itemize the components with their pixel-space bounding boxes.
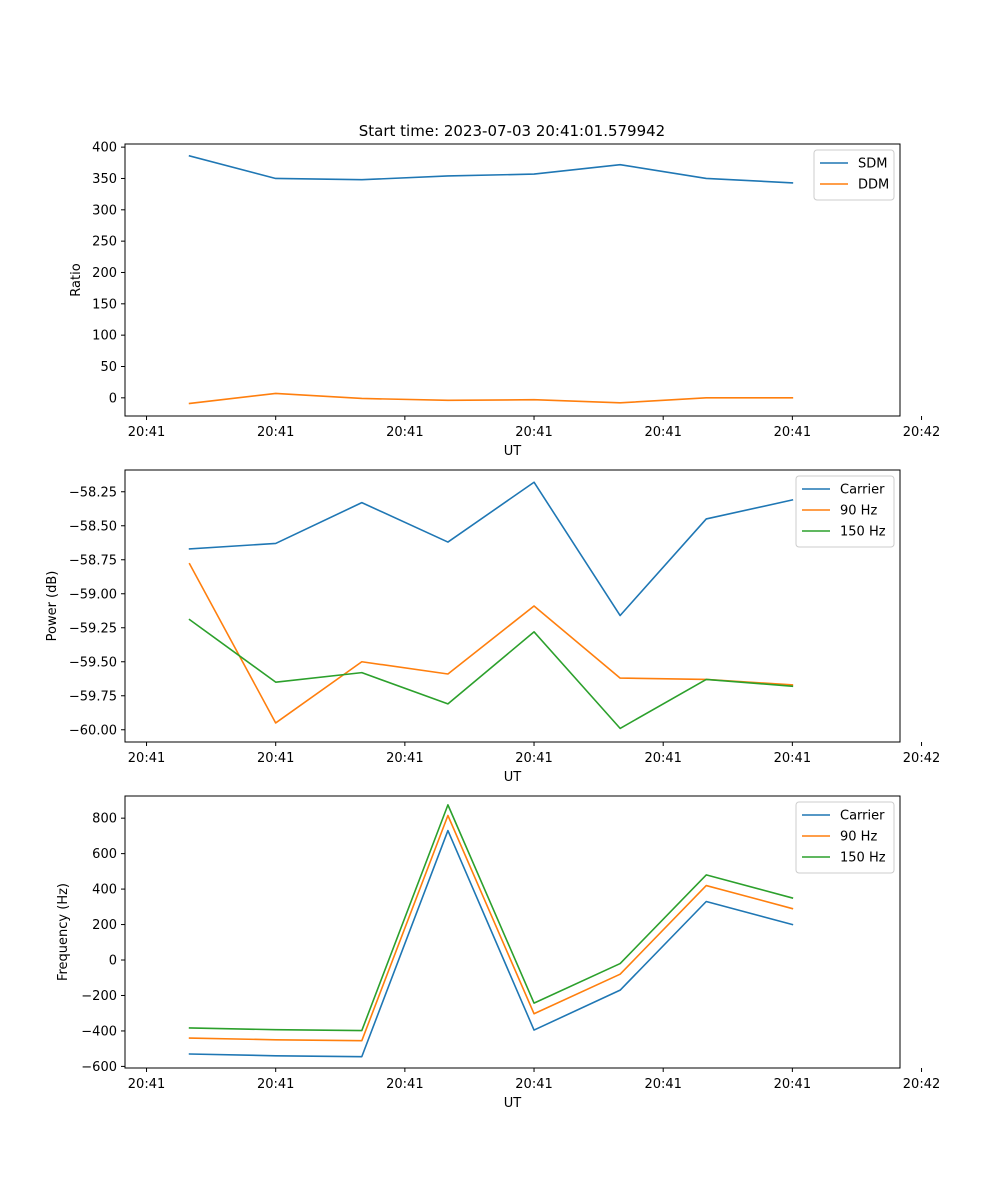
ratio-series-sdm-line (188, 154, 794, 184)
power-x-tick-label: 20:42 (903, 751, 940, 766)
power-x-tick-label: 20:41 (515, 751, 552, 766)
power-legend: Carrier 90 Hz 150 Hz (795, 475, 895, 548)
ratio-axes-frame (124, 143, 901, 417)
frequency-series-150-hz-line (188, 804, 794, 1032)
power-y-tick-label: −59.00 (69, 587, 117, 602)
power-series-carrier-line (188, 481, 794, 617)
ratio-legend-label: DDM (858, 178, 889, 193)
subplot-ratio: 20:41 20:41 20:41 20:41 20:41 20:41 20:42 0 50 10… (69, 141, 940, 459)
power-x-tick-label: 20:41 (386, 751, 423, 766)
power-series-90-hz-line (188, 562, 794, 724)
power-y-tick-label: −59.25 (69, 621, 117, 636)
frequency-x-tick-label: 20:41 (644, 1077, 681, 1092)
frequency-y-tick-label: −200 (81, 989, 117, 1004)
frequency-x-tick-label: 20:41 (515, 1077, 552, 1092)
ratio-y-tick-label: 100 (92, 329, 117, 344)
frequency-y-axis-label: Frequency (Hz) (56, 883, 71, 981)
frequency-series-90-hz-line (188, 814, 794, 1042)
power-y-axis-label: Power (dB) (45, 571, 60, 642)
power-legend-box (795, 475, 895, 548)
power-x-tick-label: 20:41 (774, 751, 811, 766)
ratio-y-tick-label: 0 (109, 391, 117, 406)
ratio-x-tick-label: 20:41 (128, 425, 165, 440)
frequency-y-tick-label: −400 (81, 1024, 117, 1039)
power-x-tick-label: 20:41 (644, 751, 681, 766)
ratio-y-tick-label: 400 (92, 141, 117, 156)
power-legend-label: 150 Hz (840, 525, 886, 540)
figure-title: Start time: 2023-07-03 20:41:01.579942 (359, 122, 665, 140)
power-y-tick-label: −58.75 (69, 553, 117, 568)
frequency-x-tick-label: 20:41 (257, 1077, 294, 1092)
frequency-legend-label: 90 Hz (840, 830, 877, 845)
power-x-tick-label: 20:41 (128, 751, 165, 766)
power-legend-label: 90 Hz (840, 504, 877, 519)
ratio-y-tick-label: 50 (100, 360, 117, 375)
frequency-x-tick-label: 20:41 (128, 1077, 165, 1092)
frequency-y-tick-label: 400 (92, 883, 117, 898)
frequency-y-tick-label: 600 (92, 847, 117, 862)
frequency-x-axis-label: UT (504, 1096, 522, 1111)
frequency-legend-label: 150 Hz (840, 851, 886, 866)
power-series-150-hz-line (188, 618, 794, 730)
ratio-legend-label: SDM (858, 157, 887, 172)
frequency-y-tick-label: 0 (109, 954, 117, 969)
power-legend-label: Carrier (840, 483, 885, 498)
frequency-y-tick-label: −600 (81, 1060, 117, 1075)
frequency-axes-frame (124, 795, 901, 1069)
frequency-legend: Carrier 90 Hz 150 Hz (795, 801, 895, 874)
ratio-x-tick-label: 20:41 (386, 425, 423, 440)
ratio-legend: SDM DDM (813, 149, 895, 201)
ratio-x-tick-label: 20:42 (903, 425, 940, 440)
ratio-y-tick-label: 300 (92, 203, 117, 218)
subplot-power: 20:41 20:41 20:41 20:41 20:41 20:41 20:42 −58.2… (45, 469, 940, 785)
frequency-x-tick-label: 20:41 (774, 1077, 811, 1092)
ratio-y-tick-label: 200 (92, 266, 117, 281)
ratio-y-tick-label: 250 (92, 235, 117, 250)
power-y-tick-label: −60.00 (69, 723, 117, 738)
frequency-y-tick-label: 200 (92, 918, 117, 933)
power-y-tick-label: −59.75 (69, 689, 117, 704)
ratio-y-axis-label: Ratio (69, 263, 84, 296)
power-y-tick-label: −59.50 (69, 655, 117, 670)
ratio-x-tick-label: 20:41 (774, 425, 811, 440)
ratio-series-ddm-line (188, 392, 794, 405)
power-y-tick-label: −58.25 (69, 485, 117, 500)
frequency-x-tick-label: 20:42 (903, 1077, 940, 1092)
power-x-tick-label: 20:41 (257, 751, 294, 766)
frequency-series-carrier-line (188, 829, 794, 1058)
ratio-x-tick-label: 20:41 (257, 425, 294, 440)
frequency-legend-label: Carrier (840, 809, 885, 824)
ratio-x-tick-label: 20:41 (644, 425, 681, 440)
ratio-y-tick-label: 150 (92, 297, 117, 312)
ratio-y-tick-label: 350 (92, 172, 117, 187)
power-x-axis-label: UT (504, 770, 522, 785)
ratio-x-tick-label: 20:41 (515, 425, 552, 440)
frequency-y-tick-label: 800 (92, 812, 117, 827)
subplot-frequency: 20:41 20:41 20:41 20:41 20:41 20:41 20:42 −600 −… (56, 795, 940, 1111)
power-y-tick-label: −58.50 (69, 519, 117, 534)
frequency-x-tick-label: 20:41 (386, 1077, 423, 1092)
power-axes-frame (124, 469, 901, 743)
ratio-x-axis-label: UT (504, 444, 522, 459)
frequency-legend-box (795, 801, 895, 874)
